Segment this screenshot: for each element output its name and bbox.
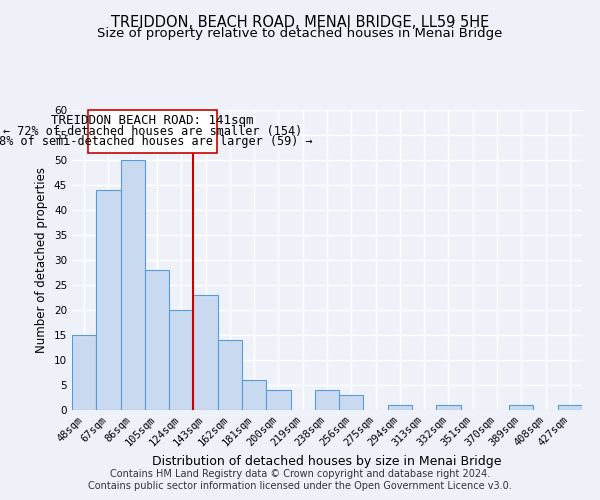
Bar [218, 340, 242, 410]
Bar [169, 310, 193, 410]
Bar [436, 405, 461, 410]
Text: Size of property relative to detached houses in Menai Bridge: Size of property relative to detached ho… [97, 28, 503, 40]
Bar [72, 335, 96, 410]
Text: TREIDDON BEACH ROAD: 141sqm: TREIDDON BEACH ROAD: 141sqm [51, 114, 253, 127]
Bar [339, 395, 364, 410]
Bar [121, 160, 145, 410]
X-axis label: Distribution of detached houses by size in Menai Bridge: Distribution of detached houses by size … [152, 456, 502, 468]
Text: Contains HM Land Registry data © Crown copyright and database right 2024.: Contains HM Land Registry data © Crown c… [110, 469, 490, 479]
Text: Contains public sector information licensed under the Open Government Licence v3: Contains public sector information licen… [88, 481, 512, 491]
Bar [266, 390, 290, 410]
Bar [96, 190, 121, 410]
Bar [193, 295, 218, 410]
Bar [509, 405, 533, 410]
Bar [145, 270, 169, 410]
Bar [388, 405, 412, 410]
Y-axis label: Number of detached properties: Number of detached properties [35, 167, 49, 353]
Text: ← 72% of detached houses are smaller (154): ← 72% of detached houses are smaller (15… [2, 124, 302, 138]
Bar [242, 380, 266, 410]
FancyBboxPatch shape [88, 110, 217, 152]
Bar [558, 405, 582, 410]
Text: TREIDDON, BEACH ROAD, MENAI BRIDGE, LL59 5HE: TREIDDON, BEACH ROAD, MENAI BRIDGE, LL59… [111, 15, 489, 30]
Bar [315, 390, 339, 410]
Text: 28% of semi-detached houses are larger (59) →: 28% of semi-detached houses are larger (… [0, 135, 313, 148]
